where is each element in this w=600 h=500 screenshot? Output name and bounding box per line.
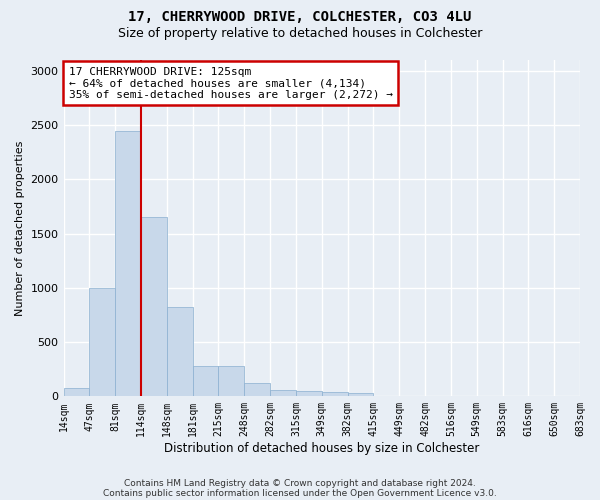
Text: Contains public sector information licensed under the Open Government Licence v3: Contains public sector information licen…	[103, 488, 497, 498]
Bar	[167, 307, 193, 396]
Bar	[322, 392, 347, 396]
Bar	[193, 366, 218, 396]
Bar	[270, 390, 296, 396]
X-axis label: Distribution of detached houses by size in Colchester: Distribution of detached houses by size …	[164, 442, 479, 455]
Bar	[89, 288, 115, 397]
Bar	[244, 384, 270, 396]
Bar	[115, 130, 141, 396]
Bar	[296, 391, 322, 396]
Bar	[64, 388, 89, 396]
Text: Contains HM Land Registry data © Crown copyright and database right 2024.: Contains HM Land Registry data © Crown c…	[124, 478, 476, 488]
Text: 17 CHERRYWOOD DRIVE: 125sqm
← 64% of detached houses are smaller (4,134)
35% of : 17 CHERRYWOOD DRIVE: 125sqm ← 64% of det…	[69, 66, 393, 100]
Y-axis label: Number of detached properties: Number of detached properties	[15, 140, 25, 316]
Bar	[347, 393, 373, 396]
Bar	[141, 218, 167, 396]
Bar	[218, 366, 244, 396]
Text: Size of property relative to detached houses in Colchester: Size of property relative to detached ho…	[118, 28, 482, 40]
Text: 17, CHERRYWOOD DRIVE, COLCHESTER, CO3 4LU: 17, CHERRYWOOD DRIVE, COLCHESTER, CO3 4L…	[128, 10, 472, 24]
